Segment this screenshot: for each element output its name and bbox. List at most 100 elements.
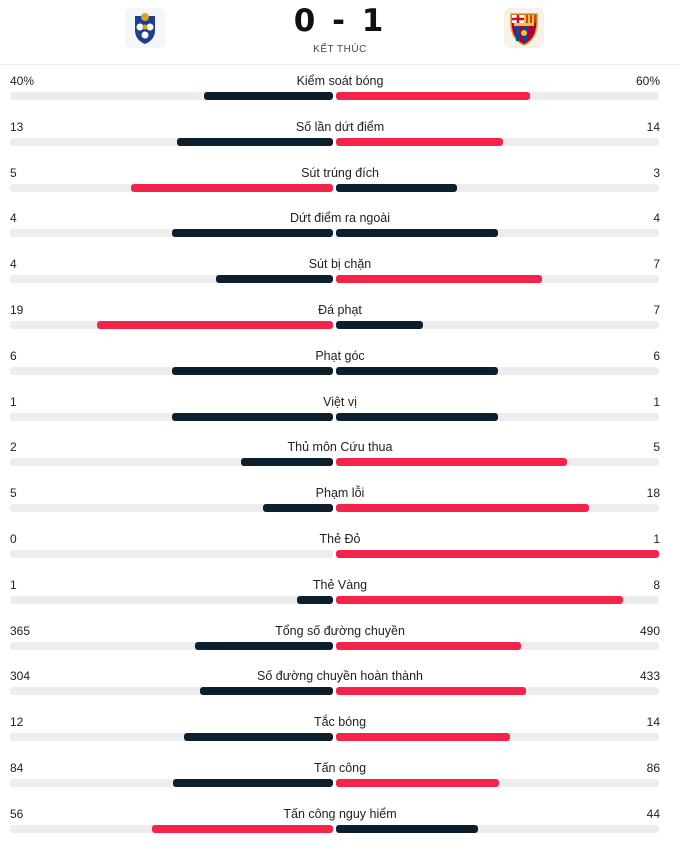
- fc-porto-crest-icon[interactable]: [125, 8, 165, 48]
- home-bar-fill: [171, 366, 333, 375]
- away-bar-fill: [336, 183, 458, 192]
- home-bar-track: [10, 504, 333, 513]
- away-bar-track: [336, 733, 659, 742]
- away-bar-track: [336, 137, 659, 146]
- stat-row-phat-goc: 6 Phạt góc 6: [0, 349, 680, 395]
- home-value: 5: [10, 486, 17, 501]
- home-value: 6: [10, 348, 17, 363]
- home-bar-track: [10, 641, 333, 650]
- away-bar-track: [336, 687, 659, 696]
- away-bar-track: [336, 366, 659, 375]
- match-status: KẾT THÚC: [313, 44, 367, 55]
- away-value: 14: [646, 715, 660, 730]
- home-value: 365: [10, 623, 31, 638]
- home-bar-fill: [96, 321, 333, 329]
- stat-row-tong-so-duong-chuyen: 365 Tổng số đường chuyền 490: [0, 624, 680, 670]
- stat-row-da-phat: 19 Đá phạt 7: [0, 303, 680, 349]
- away-bar-track: [336, 641, 659, 650]
- home-bar-fill: [177, 137, 333, 146]
- home-bar-track: [10, 458, 333, 467]
- home-bar-fill: [262, 504, 333, 513]
- stat-label: Sút bị chặn: [308, 257, 372, 272]
- stat-label: Số đường chuyền hoàn thành: [257, 669, 423, 684]
- stat-row-viet-vi: 1 Việt vị 1: [0, 395, 680, 441]
- stat-row-dut-diem-ra-ngoai: 4 Dứt điểm ra ngoài 4: [0, 211, 680, 257]
- home-bar-track: [10, 275, 333, 284]
- home-bar-fill: [152, 824, 333, 833]
- match-header: 0 - 1 KẾT THÚC: [0, 0, 680, 65]
- away-bar-fill: [336, 504, 589, 513]
- away-bar-fill: [336, 458, 567, 467]
- home-value: 5: [10, 165, 17, 180]
- home-value: 0: [10, 532, 17, 546]
- home-value: 84: [10, 761, 24, 775]
- away-value: 60%: [635, 74, 660, 88]
- home-value: 19: [10, 303, 24, 317]
- away-bar-track: [336, 412, 659, 421]
- away-bar-track: [336, 550, 659, 558]
- away-value: 18: [646, 486, 660, 501]
- stat-row-tan-cong-nguy-hiem: 56 Tấn công nguy hiểm 44: [0, 807, 680, 853]
- away-bar-fill: [336, 412, 498, 421]
- home-value: 1: [10, 577, 17, 592]
- away-bar-fill: [336, 366, 498, 375]
- home-bar-fill: [173, 779, 333, 787]
- home-value: 1: [10, 394, 17, 409]
- away-bar-track: [336, 92, 659, 100]
- away-bar-track: [336, 275, 659, 284]
- stat-row-kiem-soat-bong: 40% Kiểm soát bóng 60%: [0, 74, 680, 120]
- stat-label: Kiểm soát bóng: [296, 74, 384, 88]
- home-bar-track: [10, 183, 333, 192]
- home-bar-track: [10, 550, 333, 558]
- away-value: 6: [653, 348, 660, 363]
- home-bar-track: [10, 412, 333, 421]
- home-bar-fill: [195, 641, 333, 650]
- home-bar-track: [10, 779, 333, 787]
- stat-row-the-do: 0 Thẻ Đỏ 1: [0, 532, 680, 578]
- stat-row-pham-loi: 5 Phạm lỗi 18: [0, 486, 680, 532]
- home-bar-track: [10, 137, 333, 146]
- away-value: 1: [653, 394, 660, 409]
- away-value: 4: [653, 211, 660, 226]
- stat-label: Tấn công nguy hiểm: [283, 806, 397, 821]
- away-value: 86: [646, 761, 660, 775]
- stat-row-the-vang: 1 Thẻ Vàng 8: [0, 578, 680, 624]
- away-value: 7: [653, 303, 660, 317]
- stat-label: Số lần dứt điểm: [295, 119, 385, 134]
- away-value: 490: [639, 623, 660, 638]
- stat-row-so-lan-dut-diem: 13 Số lần dứt điểm 14: [0, 120, 680, 166]
- home-bar-track: [10, 366, 333, 375]
- away-bar-fill: [336, 733, 510, 742]
- stat-label: Tấn công: [313, 761, 367, 775]
- stat-label: Thủ môn Cứu thua: [287, 440, 393, 455]
- away-bar-fill: [336, 595, 624, 604]
- stat-row-sut-bi-chan: 4 Sút bị chặn 7: [0, 257, 680, 303]
- home-value: 56: [10, 806, 24, 821]
- away-bar-fill: [336, 687, 526, 696]
- away-bar-fill: [336, 779, 500, 787]
- away-bar-fill: [336, 92, 530, 100]
- stat-label: Thẻ Đỏ: [319, 532, 361, 546]
- home-bar-fill: [215, 275, 333, 284]
- stat-row-tac-bong: 12 Tắc bóng 14: [0, 715, 680, 761]
- away-bar-fill: [336, 824, 479, 833]
- away-value: 8: [653, 577, 660, 592]
- fc-barcelona-crest-icon[interactable]: [504, 8, 544, 48]
- away-bar-track: [336, 824, 659, 833]
- away-bar-track: [336, 779, 659, 787]
- away-bar-fill: [336, 275, 542, 284]
- home-bar-fill: [203, 92, 333, 100]
- stat-label: Dứt điểm ra ngoài: [289, 211, 391, 226]
- stat-row-sut-trung-dich: 5 Sút trúng đích 3: [0, 166, 680, 212]
- away-bar-track: [336, 229, 659, 238]
- home-bar-fill: [297, 595, 333, 604]
- home-value: 40%: [10, 74, 35, 88]
- match-score: 0 - 1: [293, 3, 387, 39]
- home-bar-fill: [183, 733, 333, 742]
- stat-row-thu-mon-cuu-thua: 2 Thủ môn Cứu thua 5: [0, 440, 680, 486]
- away-bar-track: [336, 321, 659, 329]
- home-value: 304: [10, 669, 31, 684]
- away-bar-track: [336, 183, 659, 192]
- away-value: 44: [646, 806, 660, 821]
- away-bar-fill: [336, 641, 522, 650]
